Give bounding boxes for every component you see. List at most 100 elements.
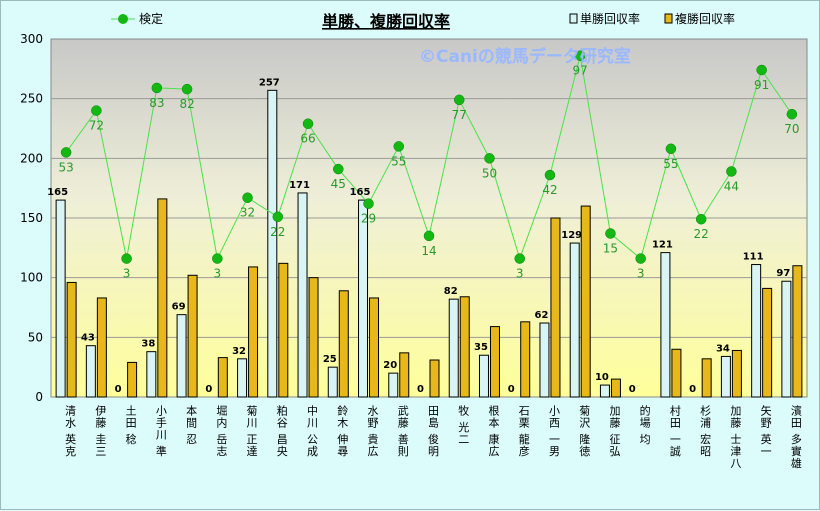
legend-kentei-label: 検定	[139, 11, 163, 26]
bar-fukusho	[580, 205, 591, 398]
kentei-point	[695, 213, 707, 225]
x-tick-label: 菊沢 隆徳	[578, 405, 591, 458]
watermark: ©Caniの競馬データ研究室	[419, 46, 631, 67]
label-layer: 1654303869032257171251652008235062129100…	[47, 64, 799, 395]
kentei-label: 22	[694, 227, 709, 241]
kentei-point	[91, 105, 102, 116]
chart-title: 単勝、複勝回収率	[322, 12, 450, 31]
bar-value-label: 82	[444, 286, 458, 297]
bar-fukusho	[429, 359, 440, 398]
kentei-point	[181, 83, 193, 95]
bar-fukusho	[489, 326, 500, 398]
bar-fukusho	[187, 274, 198, 398]
bar-tansho	[599, 384, 610, 398]
bar-value-label: 62	[534, 310, 548, 321]
bar-value-label: 35	[474, 342, 488, 353]
bar-value-label: 97	[776, 268, 790, 279]
kentei-point	[302, 118, 314, 129]
bar-value-label: 257	[259, 77, 280, 88]
bar-tansho	[85, 345, 96, 398]
kentei-point	[212, 253, 223, 264]
bar-fukusho	[96, 297, 107, 398]
x-tick-label: 本間 忍	[185, 404, 198, 446]
bar-value-label: 111	[743, 252, 764, 263]
bar-tansho	[660, 252, 671, 398]
bar-fukusho	[66, 281, 77, 398]
kentei-point	[786, 108, 798, 120]
legend-fukusho-label: 複勝回収率	[675, 11, 735, 26]
x-tick-label: 田島 俊明	[427, 405, 440, 458]
bar-value-label: 0	[689, 384, 696, 395]
kentei-label: 15	[603, 242, 618, 256]
bar-fukusho	[520, 321, 531, 398]
kentei-label: 66	[300, 132, 315, 146]
bar-tansho	[720, 355, 731, 398]
bar-value-label: 0	[417, 384, 424, 395]
x-tick-label: 杉浦 宏昭	[699, 404, 712, 458]
kentei-point	[363, 198, 374, 209]
x-tick-label: 的場 均	[638, 404, 651, 446]
bar-value-label: 20	[383, 360, 397, 371]
kentei-label: 55	[391, 154, 406, 168]
y-tick-label: 200	[20, 151, 43, 165]
bar-value-label: 38	[141, 339, 155, 350]
bar-tansho	[358, 199, 369, 398]
kentei-label: 32	[240, 206, 255, 220]
kentei-point	[544, 169, 556, 181]
bar-tansho	[539, 322, 550, 398]
kentei-label: 72	[89, 119, 104, 133]
kentei-label: 55	[663, 157, 678, 171]
bar-value-label: 165	[350, 187, 371, 198]
legend-layer: 検定 単勝回収率 複勝回収率	[111, 11, 735, 26]
kentei-label: 22	[270, 225, 285, 239]
bar-fukusho	[701, 358, 712, 398]
kentei-point	[756, 64, 767, 76]
kentei-point	[272, 211, 284, 223]
bar-value-label: 0	[508, 384, 515, 395]
bar-fukusho	[248, 266, 259, 398]
x-tick-label: 矢野 英一	[759, 404, 772, 458]
y-tick-label: 100	[20, 271, 43, 285]
x-tick-label: 粕谷 昌央	[275, 404, 288, 458]
x-tick-label: 鈴木 伸尋	[336, 404, 349, 458]
bar-tansho	[146, 351, 157, 398]
x-tick-label: 伊藤 圭三	[94, 405, 107, 458]
x-tick-label: 菊川 正達	[245, 405, 258, 458]
kentei-point	[635, 253, 646, 264]
x-tick-label: 清水 英克	[64, 405, 77, 458]
bar-fukusho	[369, 297, 380, 398]
bar-value-label: 165	[47, 187, 68, 198]
bar-fukusho	[671, 348, 682, 398]
kentei-label: 77	[452, 108, 467, 122]
x-tick-label: 水野 貴広	[366, 405, 379, 458]
kentei-point	[393, 141, 405, 152]
bar-fukusho	[157, 198, 168, 398]
y-tick-label: 250	[20, 92, 43, 106]
x-tick-label: 堀内 岳志	[215, 405, 228, 458]
bar-layer	[55, 89, 803, 398]
bar-fukusho	[278, 262, 289, 398]
x-tick-label: 根本 康広	[487, 404, 500, 458]
legend-tansho-label: 単勝回収率	[580, 11, 640, 26]
bar-value-label: 129	[561, 230, 582, 241]
x-tick-label: 牧 光二	[457, 404, 470, 446]
bar-tansho	[388, 372, 399, 398]
kentei-point	[726, 166, 737, 177]
x-tick-label: 小手川 準	[154, 405, 167, 458]
kentei-point	[574, 50, 586, 61]
x-tick-label: 加藤 士津八	[729, 405, 742, 470]
bar-value-label: 0	[629, 384, 636, 395]
kentei-label: 53	[58, 160, 73, 174]
line-layer	[60, 50, 798, 264]
y-tick-label: 150	[20, 211, 43, 225]
x-tick-label: 小西 一男	[547, 405, 560, 458]
bar-tansho	[478, 354, 489, 398]
bar-tansho	[781, 280, 792, 398]
bar-tansho	[176, 314, 187, 398]
bar-value-label: 121	[652, 240, 673, 251]
kentei-point	[60, 147, 72, 158]
x-tick-label: 石栗 龍彦	[517, 405, 530, 458]
kentei-point	[121, 253, 132, 264]
x-tick-label: 土田 稔	[124, 405, 137, 446]
